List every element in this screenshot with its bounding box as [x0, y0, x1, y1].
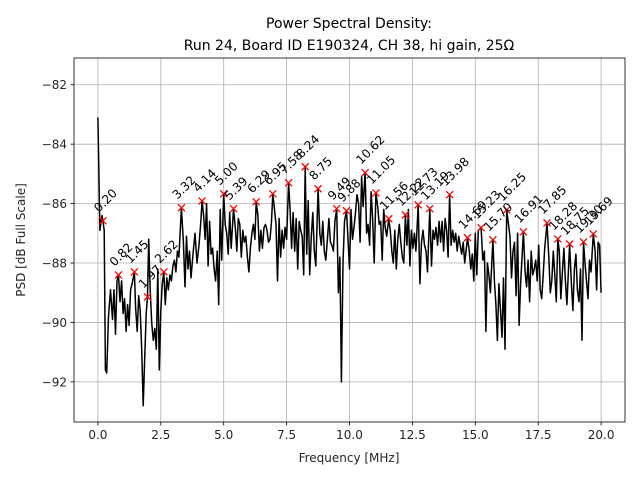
marker-stroke	[543, 218, 551, 227]
marker-stroke	[589, 229, 598, 238]
y-tick-label: −88	[42, 257, 67, 271]
marker-stroke	[414, 200, 423, 209]
peak-marker	[579, 237, 588, 246]
marker-stroke	[565, 240, 574, 248]
marker-stroke	[177, 203, 186, 212]
peak-marker	[177, 203, 186, 212]
marker-stroke	[488, 235, 497, 244]
x-tick-label: 10.0	[336, 428, 363, 442]
peak-marker	[332, 204, 341, 213]
y-axis: −82 −84 −86 −88 −90 −92	[42, 78, 74, 389]
marker-stroke	[130, 267, 139, 276]
plot-area	[97, 117, 602, 407]
marker-stroke	[463, 233, 472, 242]
peak-marker	[384, 214, 393, 223]
marker-stroke	[284, 178, 293, 187]
peak-marker	[414, 200, 423, 209]
peak-markers	[98, 162, 598, 301]
peak-marker	[268, 189, 277, 198]
marker-stroke	[371, 188, 380, 197]
peak-marker	[519, 227, 528, 236]
x-tick-label: 15.0	[462, 428, 489, 442]
peak-marker	[198, 196, 207, 205]
peak-marker	[463, 233, 472, 242]
peak-marker	[553, 235, 562, 243]
psd-series-line	[97, 117, 602, 407]
marker-stroke	[384, 214, 393, 223]
peak-marker	[98, 216, 107, 225]
peak-marker	[565, 240, 574, 248]
axes-frame	[73, 57, 626, 423]
marker-stroke	[477, 223, 486, 232]
peak-marker	[477, 223, 486, 232]
y-tick-label: −86	[42, 197, 67, 211]
marker-stroke	[361, 168, 370, 177]
marker-stroke	[579, 237, 588, 246]
marker-stroke	[314, 184, 323, 193]
marker-stroke	[252, 197, 261, 206]
grid	[74, 58, 625, 422]
marker-stroke	[401, 210, 410, 219]
marker-stroke	[425, 204, 434, 213]
y-tick-label: −92	[42, 375, 67, 389]
marker-stroke	[268, 189, 277, 198]
peak-marker	[284, 178, 293, 187]
peak-marker	[159, 267, 168, 276]
marker-stroke	[502, 205, 511, 214]
x-tick-label: 5.0	[214, 428, 233, 442]
x-tick-label: 17.5	[525, 428, 552, 442]
peak-marker	[130, 267, 139, 276]
peak-marker	[342, 206, 351, 215]
y-axis-label: PSD [dB Full Scale]	[14, 183, 28, 297]
peak-marker	[361, 168, 370, 177]
peak-marker	[401, 210, 410, 219]
peak-marker	[371, 188, 380, 197]
x-axis-label: Frequency [MHz]	[299, 451, 400, 465]
peak-marker	[314, 184, 323, 193]
marker-stroke	[342, 206, 351, 215]
x-axis: 0.0 2.5 5.0 7.5 10.0 12.5 15.0 17.5 20.0	[88, 422, 614, 442]
y-tick-label: −82	[42, 78, 67, 92]
marker-stroke	[98, 216, 107, 225]
marker-stroke	[198, 196, 207, 205]
peak-marker	[252, 197, 261, 206]
marker-stroke	[301, 162, 310, 171]
x-tick-label: 2.5	[151, 428, 170, 442]
marker-stroke	[114, 270, 123, 279]
x-tick-label: 20.0	[588, 428, 615, 442]
marker-stroke	[143, 292, 152, 301]
x-tick-label: 12.5	[399, 428, 426, 442]
marker-stroke	[219, 189, 228, 198]
x-tick-label: 7.5	[277, 428, 296, 442]
peak-marker	[114, 270, 123, 279]
chart-title: Power Spectral Density:	[266, 16, 432, 32]
peak-marker	[425, 204, 434, 213]
marker-stroke	[519, 227, 528, 236]
peak-marker	[488, 235, 497, 244]
y-tick-label: −90	[42, 316, 67, 330]
peak-marker	[143, 292, 152, 301]
peak-marker	[502, 205, 511, 214]
peak-marker	[543, 218, 551, 227]
peak-marker	[445, 190, 454, 199]
peak-marker	[219, 189, 228, 198]
peak-marker	[589, 229, 598, 238]
y-tick-label: −84	[42, 138, 67, 152]
peak-marker	[229, 204, 238, 213]
x-tick-label: 0.0	[88, 428, 107, 442]
marker-stroke	[553, 235, 562, 243]
marker-stroke	[332, 204, 341, 213]
marker-stroke	[229, 204, 238, 213]
chart-subtitle: Run 24, Board ID E190324, CH 38, hi gain…	[184, 38, 515, 54]
marker-stroke	[445, 190, 454, 199]
peak-marker	[301, 162, 310, 171]
marker-stroke	[159, 267, 168, 276]
